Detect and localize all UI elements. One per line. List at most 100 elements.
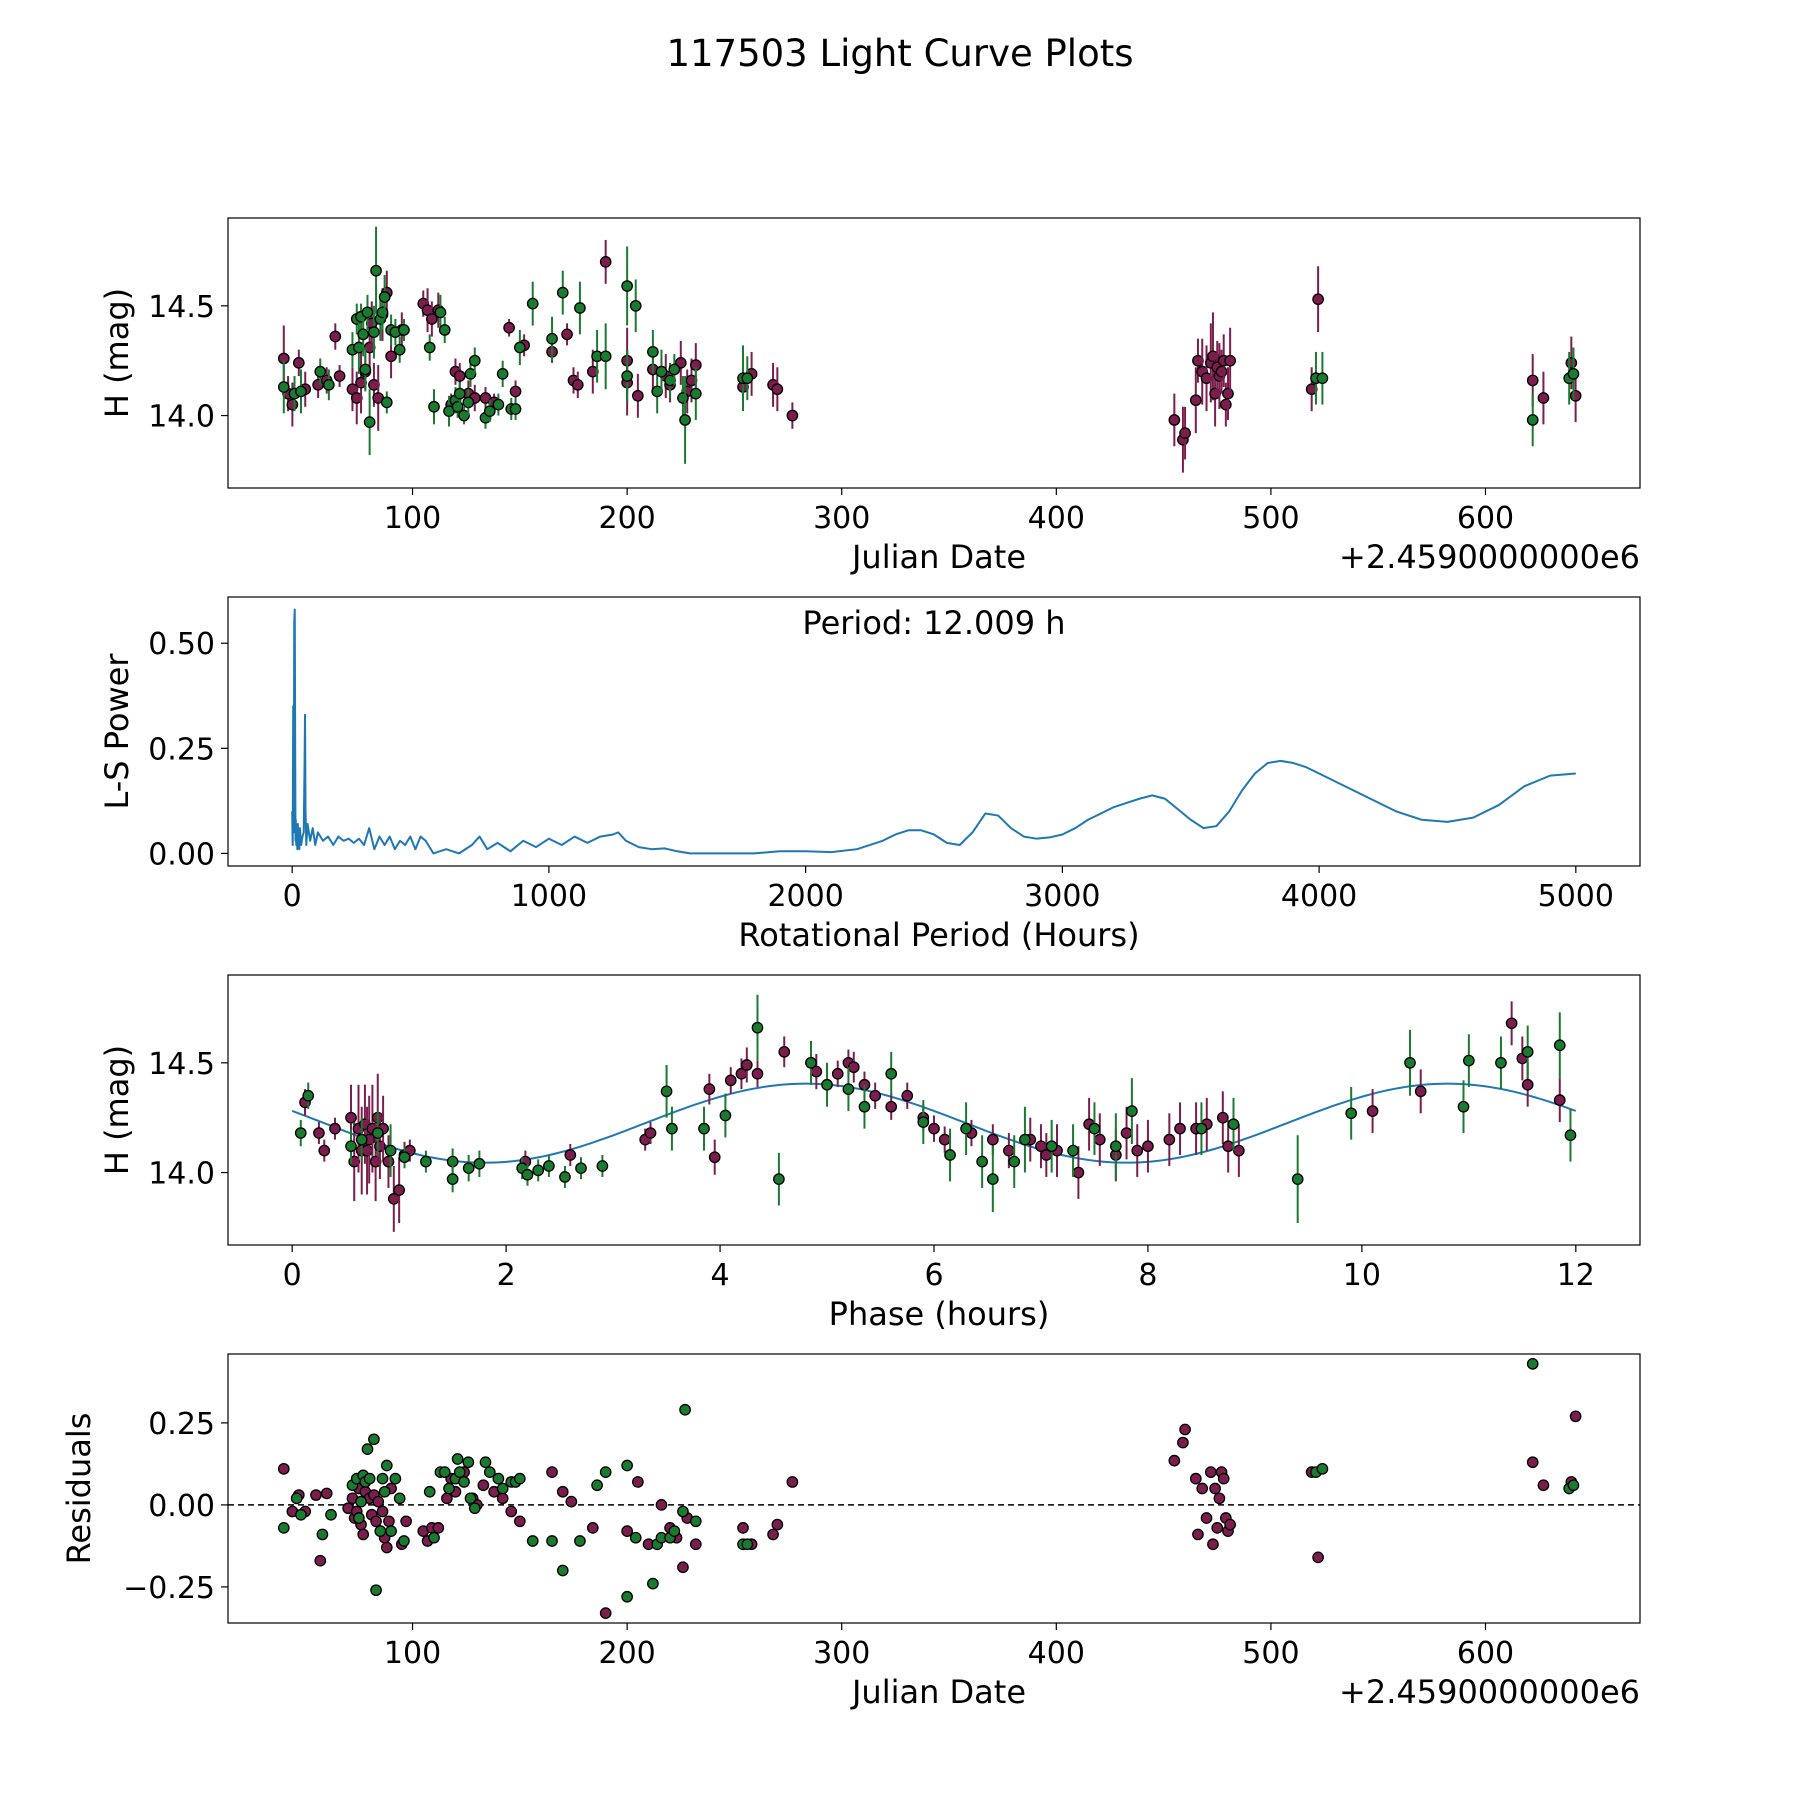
data-point [1204, 1466, 1217, 1478]
data-point [398, 1535, 410, 1547]
data-point [679, 414, 691, 426]
data-point [1189, 394, 1202, 407]
data-point [496, 1482, 509, 1495]
data-point [451, 400, 464, 413]
data-point [496, 368, 509, 380]
data-point [1088, 1122, 1101, 1135]
data-point [1131, 1144, 1144, 1157]
data-point [689, 1538, 702, 1551]
y-axis-label: H (mag) [98, 1045, 136, 1175]
y-axis-label: L-S Power [98, 653, 136, 810]
data-point [677, 1505, 689, 1518]
data-point [355, 1133, 368, 1146]
data-point [318, 1144, 331, 1157]
x-tick-label: 300 [813, 1636, 870, 1671]
x-tick-label: 6 [924, 1258, 943, 1293]
data-point [368, 1433, 380, 1446]
data-point [689, 387, 702, 400]
x-axis-label: Phase (hours) [829, 1295, 1050, 1333]
data-point [821, 1078, 833, 1091]
data-point [294, 1127, 307, 1139]
data-point [310, 1489, 322, 1501]
data-point [1312, 1551, 1324, 1564]
panel-light-curve: 100 200 300 400 500 600 14.0 14.5 Julian Date H (… [98, 217, 1641, 576]
data-point [621, 370, 633, 382]
data-point [1312, 293, 1324, 306]
data-point [556, 286, 569, 299]
data-point [314, 1554, 327, 1567]
data-point [1233, 1144, 1245, 1157]
data-point [1207, 1538, 1219, 1551]
data-point [1569, 1410, 1582, 1423]
data-point [292, 357, 305, 369]
data-point [556, 1485, 569, 1498]
data-point [655, 365, 668, 378]
data-point [438, 1466, 451, 1478]
data-point [468, 1502, 481, 1515]
periodogram-line [291, 608, 1576, 855]
data-point [376, 1472, 389, 1485]
data-point [666, 1122, 678, 1135]
panel-periodogram: 0 1000 2000 3000 4000 5000 0.00 0.25 0.50 Rotatio… [98, 596, 1641, 954]
data-point [1189, 1472, 1202, 1485]
data-point [483, 1466, 496, 1478]
data-point [462, 396, 475, 409]
y-tick-label: 14.5 [148, 1047, 215, 1082]
data-point [1553, 1039, 1566, 1052]
x-tick-label: 4 [711, 1258, 730, 1293]
data-point [400, 1515, 412, 1528]
y-tick-label: 0.25 [148, 1407, 215, 1442]
data-point [383, 1515, 395, 1528]
data-point [1569, 389, 1582, 402]
data-point [901, 1089, 914, 1102]
data-point [353, 1512, 365, 1524]
data-point [1168, 1454, 1181, 1467]
plot-area [291, 994, 1577, 1232]
data-point [393, 1184, 406, 1196]
data-point [1120, 1127, 1133, 1139]
data-point [708, 1151, 721, 1164]
data-point [468, 354, 481, 367]
panel-residuals: 100 200 300 400 500 600 −0.25 0.00 0.25 Julian Da… [60, 1353, 1641, 1711]
data-point [1045, 1140, 1058, 1153]
data-point [621, 1590, 633, 1603]
data-point [1316, 1462, 1329, 1475]
data-point [771, 383, 784, 396]
data-point [513, 1515, 526, 1528]
data-point [1345, 1107, 1358, 1120]
data-point [986, 1133, 999, 1146]
data-point [370, 1515, 382, 1528]
data-point [546, 332, 558, 345]
y-tick-label: 14.0 [148, 400, 215, 435]
plot-area [228, 1357, 1640, 1620]
data-point [543, 1160, 555, 1172]
data-point [677, 392, 689, 404]
x-tick-label: 600 [1457, 1636, 1514, 1671]
x-tick-label: 4000 [1281, 879, 1357, 914]
x-tick-label: 5000 [1538, 879, 1614, 914]
data-point [1196, 1482, 1209, 1495]
data-point [689, 1515, 702, 1528]
data-point [599, 256, 612, 268]
data-point [679, 1403, 691, 1416]
data-point [574, 1535, 586, 1547]
data-point [295, 385, 307, 398]
data-point [1316, 372, 1329, 385]
data-point [719, 1109, 732, 1122]
data-point [703, 1083, 716, 1095]
y-tick-label: 14.0 [148, 1157, 215, 1192]
data-point [1213, 1492, 1226, 1505]
data-point [378, 1485, 391, 1498]
x-tick-label: 400 [1028, 501, 1085, 536]
panel-phased-light-curve: 0 2 4 6 8 10 12 14.0 14.5 Phase (hours) H (mag) [98, 974, 1641, 1333]
data-point [986, 1173, 999, 1185]
data-point [1291, 1173, 1304, 1185]
data-point [556, 1564, 569, 1577]
data-point [420, 1155, 432, 1168]
data-point [355, 1495, 367, 1508]
data-point [938, 1133, 951, 1146]
data-point [786, 1476, 799, 1488]
data-point [423, 341, 436, 354]
y-tick-label: 0.00 [148, 1489, 215, 1524]
